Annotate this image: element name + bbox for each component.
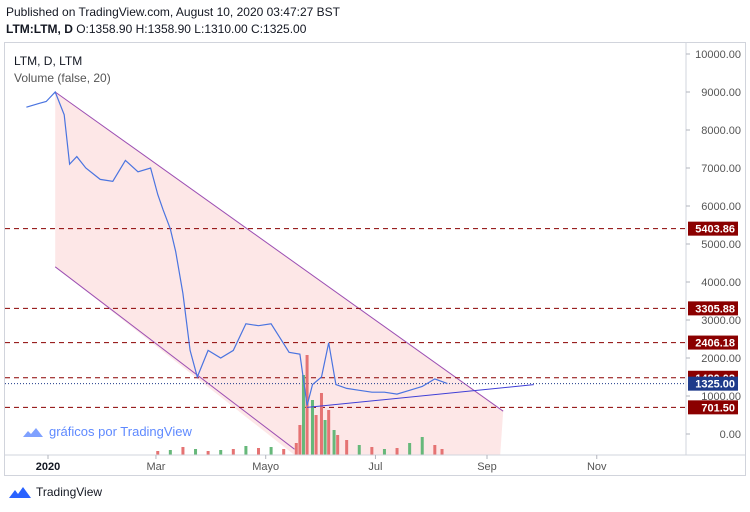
volume-bar [332,430,336,455]
x-tick-label: Mayo [252,461,279,473]
published-header: Published on TradingView.com, August 10,… [6,5,341,19]
volume-bar [336,435,340,455]
y-tick-label: 6000.00 [701,201,741,213]
level-label-2-bg [688,335,738,350]
volume-bar [319,393,323,455]
y-tick-label: 1000.00 [701,391,741,403]
level-label-2: 2406.18 [695,338,735,350]
volume-bar [310,400,314,455]
level-label-0: 5403.86 [695,224,735,236]
volume-bar [194,449,198,455]
y-tick-label: 8000.00 [701,125,741,137]
level-lines-layer [5,228,686,408]
axis-layer: 10000.00 9000.00 8000.00 7000.00 6000.00 5000… [5,43,745,473]
tradingview-logo-icon [9,487,31,498]
x-tick-label: 2020 [36,461,60,473]
y-tick-label: 10000.00 [695,49,741,61]
symbol-label: LTM:LTM, D [6,22,73,36]
volume-bar [408,443,412,455]
volume-bar [156,451,160,455]
channel-layer [54,91,504,455]
level-label-1: 3305.88 [695,303,735,315]
level-label-4: 701.50 [701,402,735,414]
volume-bar [298,425,302,455]
current-price-label: 1325.00 [695,379,735,391]
volume-bar [440,449,444,455]
y-tick-label: 7000.00 [701,163,741,175]
level-label-0-bg [688,221,738,236]
price-series-line [26,90,448,406]
y-tick-label: 2000.00 [701,353,741,365]
y-tick-label: 0.00 [720,429,741,441]
volume-bar [420,437,424,455]
volume-bar [370,447,374,455]
volume-bar [206,451,210,455]
volume-bar [219,450,223,455]
volume-bar [181,447,185,455]
level-label-4-bg [688,400,738,415]
volume-bar [269,447,273,455]
volume-bar [345,440,349,455]
footer[interactable]: TradingView [8,485,102,499]
volume-bar [357,445,361,455]
x-tick-label: Nov [587,461,607,473]
watermark-text: gráficos por TradingView [49,424,192,439]
volume-bar [244,446,248,455]
y-tick-label: 4000.00 [701,277,741,289]
y-tick-label: 5000.00 [701,239,741,251]
volume-bar [314,415,318,455]
volume-bar [257,448,261,455]
support-trendline [307,384,534,408]
symbol-ohlc-header: LTM:LTM, D O:1358.90 H:1358.90 L:1310.00… [6,22,306,36]
level-label-1-bg [688,301,738,316]
y-tick-label: 9000.00 [701,87,741,99]
volume-bar [382,449,386,455]
volume-bar [301,375,305,455]
volume-bar [168,450,172,455]
current-price-label-bg [688,376,738,391]
volume-bar [327,410,331,455]
cloud-logo-icon [23,427,43,437]
volume-bar [294,443,298,455]
channel-fill [55,92,504,455]
volume-bar [395,448,399,455]
volume-bar [323,420,327,455]
footer-brand: TradingView [36,485,103,499]
ohlc-values: O:1358.90 H:1358.90 L:1310.00 C:1325.00 [76,22,307,36]
chart-frame [4,42,746,476]
legend-title: LTM, D, LTM [14,54,82,68]
x-tick-label: Sep [477,461,497,473]
volume-bar [282,449,286,455]
channel-upper-line [54,91,504,412]
volume-bar [433,445,437,455]
channel-lower-line [54,266,295,450]
y-tick-label: 3000.00 [701,315,741,327]
x-tick-label: Jul [368,461,382,473]
legend-volume: Volume (false, 20) [14,71,111,85]
volume-bar [231,449,235,455]
watermark: gráficos por TradingView [22,424,192,439]
x-tick-label: Mar [146,461,165,473]
level-labels-layer: 5403.863305.882406.181480.02701.501325.0… [688,221,738,415]
price-layer [26,90,534,408]
